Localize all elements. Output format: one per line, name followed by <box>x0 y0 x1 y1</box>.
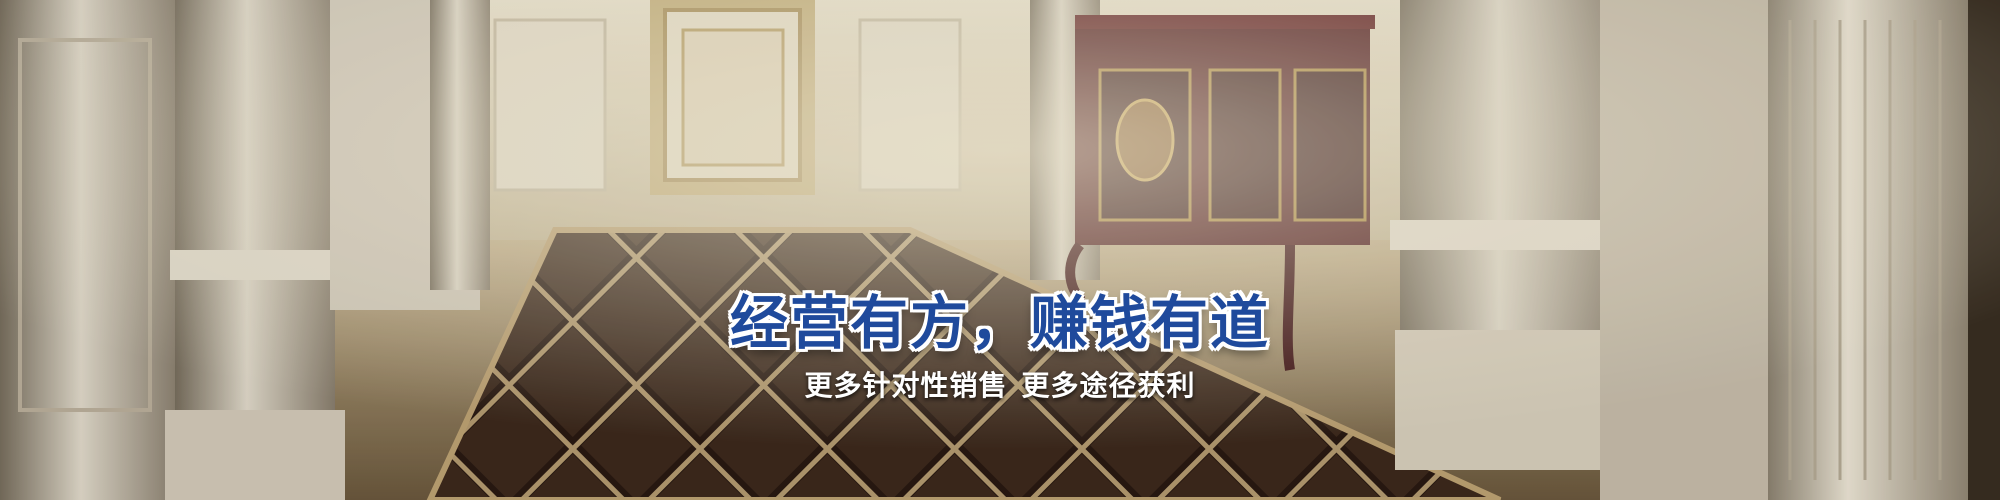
subline-part-2: 更多途径获利 <box>1021 369 1196 402</box>
subline: 更多针对性销售 更多途径获利 <box>0 364 2000 404</box>
subline-part-1: 更多针对性销售 <box>804 369 1008 402</box>
headline: 经营有方，赚钱有道 <box>729 289 1270 357</box>
